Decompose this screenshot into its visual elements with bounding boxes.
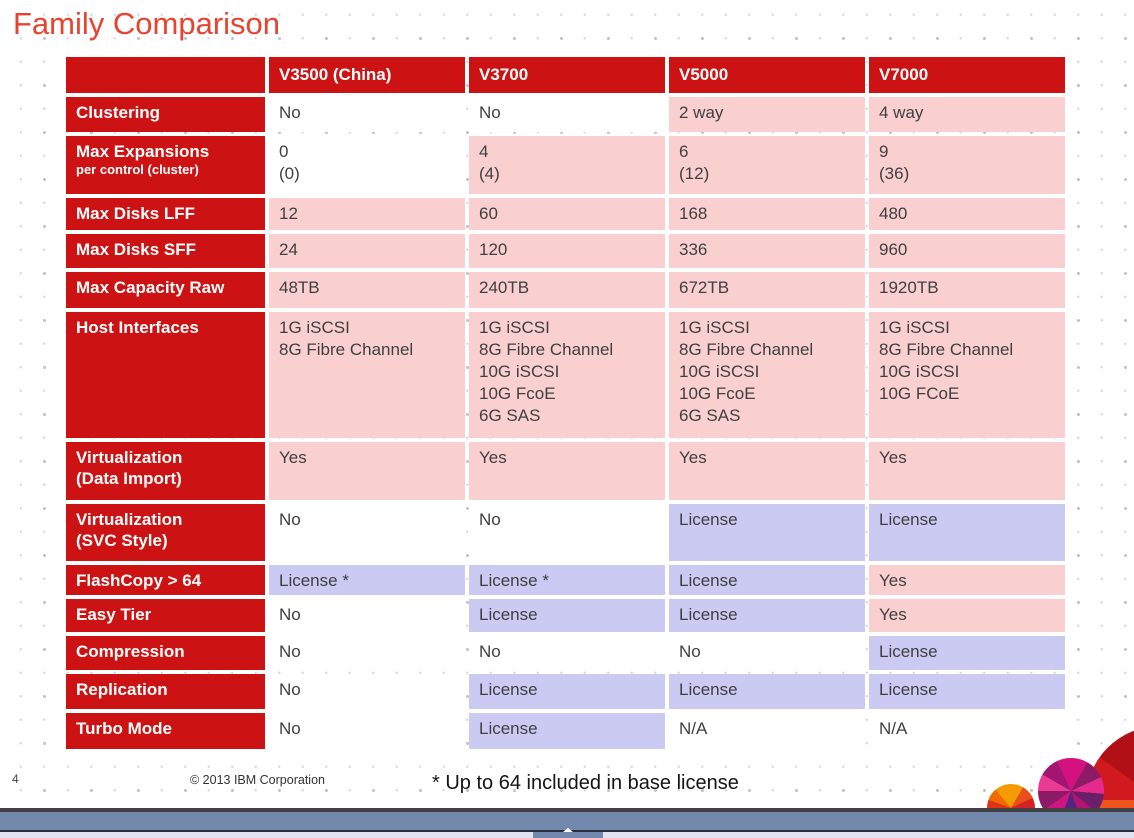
table-row-turbo-mode: Turbo Mode No License N/A N/A bbox=[66, 713, 1065, 749]
table-cell: N/A bbox=[669, 713, 865, 749]
table-cell: 48TB bbox=[269, 272, 465, 308]
table-cell: No bbox=[269, 97, 465, 132]
table-cell: 9 (36) bbox=[869, 136, 1065, 194]
table-cell: License bbox=[869, 636, 1065, 670]
table-cell: 1G iSCSI 8G Fibre Channel 10G iSCSI 10G … bbox=[669, 312, 865, 438]
row-label: Virtualization (Data Import) bbox=[66, 442, 265, 500]
page-number: 4 bbox=[12, 772, 19, 786]
column-header-blank bbox=[66, 57, 265, 93]
row-label: Host Interfaces bbox=[66, 312, 265, 438]
table-cell: 60 bbox=[469, 198, 665, 230]
footnote: * Up to 64 included in base license bbox=[432, 772, 739, 794]
column-header-v3700: V3700 bbox=[469, 57, 665, 93]
table-cell: No bbox=[469, 504, 665, 561]
table-cell: 12 bbox=[269, 198, 465, 230]
table-cell: License bbox=[669, 504, 865, 561]
table-cell: 480 bbox=[869, 198, 1065, 230]
table-cell: License bbox=[669, 674, 865, 709]
table-cell: No bbox=[269, 674, 465, 709]
table-row-replication: Replication No License License License bbox=[66, 674, 1065, 709]
table-cell: No bbox=[269, 504, 465, 561]
bottom-dark-bar bbox=[0, 808, 1134, 812]
table-cell: 2 way bbox=[669, 97, 865, 132]
table-cell: No bbox=[469, 636, 665, 670]
column-header-v7000: V7000 bbox=[869, 57, 1065, 93]
table-cell: Yes bbox=[469, 442, 665, 500]
table-row-host-interfaces: Host Interfaces 1G iSCSI 8G Fibre Channe… bbox=[66, 312, 1065, 438]
table-cell: 24 bbox=[269, 234, 465, 268]
table-row-virtualization-data-import: Virtualization (Data Import) Yes Yes Yes… bbox=[66, 442, 1065, 500]
row-sublabel: per control (cluster) bbox=[76, 162, 199, 177]
table-cell: 6 (12) bbox=[669, 136, 865, 194]
row-label: Max Expansions bbox=[76, 142, 210, 161]
row-label: Replication bbox=[66, 674, 265, 709]
table-cell: No bbox=[469, 97, 665, 132]
row-label: Easy Tier bbox=[66, 599, 265, 632]
table-row-max-expansions: Max Expansions per control (cluster) 0 (0… bbox=[66, 136, 1065, 194]
column-header-v3500: V3500 (China) bbox=[269, 57, 465, 93]
table-row-max-disks-sff: Max Disks SFF 24 120 336 960 bbox=[66, 234, 1065, 268]
table-cell: 4 way bbox=[869, 97, 1065, 132]
table-cell: License bbox=[469, 599, 665, 632]
table-cell: License * bbox=[469, 565, 665, 595]
page-title: Family Comparison bbox=[13, 6, 281, 41]
table-row-compression: Compression No No No License bbox=[66, 636, 1065, 670]
table-cell: 672TB bbox=[669, 272, 865, 308]
table-cell: No bbox=[269, 713, 465, 749]
table-header-row: V3500 (China) V3700 V5000 V7000 bbox=[66, 57, 1065, 93]
table-cell: 1G iSCSI 8G Fibre Channel bbox=[269, 312, 465, 438]
row-label: Clustering bbox=[66, 97, 265, 132]
table-row-easy-tier: Easy Tier No License License Yes bbox=[66, 599, 1065, 632]
table-cell: Yes bbox=[869, 442, 1065, 500]
row-label: Max Capacity Raw bbox=[66, 272, 265, 308]
table-cell: No bbox=[269, 636, 465, 670]
table-row-max-disks-lff: Max Disks LFF 12 60 168 480 bbox=[66, 198, 1065, 230]
row-label: Max Disks LFF bbox=[66, 198, 265, 230]
row-label: Max Disks SFF bbox=[66, 234, 265, 268]
table-cell: 0 (0) bbox=[269, 136, 465, 194]
row-label: Compression bbox=[66, 636, 265, 670]
table-cell: No bbox=[269, 599, 465, 632]
table-row-virtualization-svc-style: Virtualization (SVC Style) No No License… bbox=[66, 504, 1065, 561]
slide-nav-tab[interactable] bbox=[533, 828, 603, 838]
chevron-up-icon bbox=[563, 828, 573, 832]
table-row-max-capacity-raw: Max Capacity Raw 48TB 240TB 672TB 1920TB bbox=[66, 272, 1065, 308]
table-cell: License bbox=[469, 674, 665, 709]
column-header-v5000: V5000 bbox=[669, 57, 865, 93]
table-cell: Yes bbox=[669, 442, 865, 500]
table-cell: 960 bbox=[869, 234, 1065, 268]
table-cell: License bbox=[469, 713, 665, 749]
table-row-flashcopy: FlashCopy > 64 License * License * Licen… bbox=[66, 565, 1065, 595]
table-cell: No bbox=[669, 636, 865, 670]
row-label: Virtualization (SVC Style) bbox=[66, 504, 265, 561]
table-cell: 1G iSCSI 8G Fibre Channel 10G iSCSI 10G … bbox=[469, 312, 665, 438]
table-cell: 240TB bbox=[469, 272, 665, 308]
row-label: Turbo Mode bbox=[66, 713, 265, 749]
table-cell: 120 bbox=[469, 234, 665, 268]
table-cell: 1920TB bbox=[869, 272, 1065, 308]
table-cell: N/A bbox=[869, 713, 1065, 749]
copyright-text: © 2013 IBM Corporation bbox=[190, 773, 325, 787]
table-cell: License bbox=[669, 565, 865, 595]
table-cell: 336 bbox=[669, 234, 865, 268]
table-row-clustering: Clustering No No 2 way 4 way bbox=[66, 97, 1065, 132]
table-cell: License bbox=[869, 674, 1065, 709]
table-cell: Yes bbox=[869, 565, 1065, 595]
table-cell: License * bbox=[269, 565, 465, 595]
table-cell: 4 (4) bbox=[469, 136, 665, 194]
table-cell: 168 bbox=[669, 198, 865, 230]
table-cell: License bbox=[869, 504, 1065, 561]
row-label: FlashCopy > 64 bbox=[66, 565, 265, 595]
table-cell: 1G iSCSI 8G Fibre Channel 10G iSCSI 10G … bbox=[869, 312, 1065, 438]
family-comparison-table: V3500 (China) V3700 V5000 V7000 Clusteri… bbox=[62, 53, 1069, 753]
table-cell: Yes bbox=[869, 599, 1065, 632]
table-cell: License bbox=[669, 599, 865, 632]
table-cell: Yes bbox=[269, 442, 465, 500]
